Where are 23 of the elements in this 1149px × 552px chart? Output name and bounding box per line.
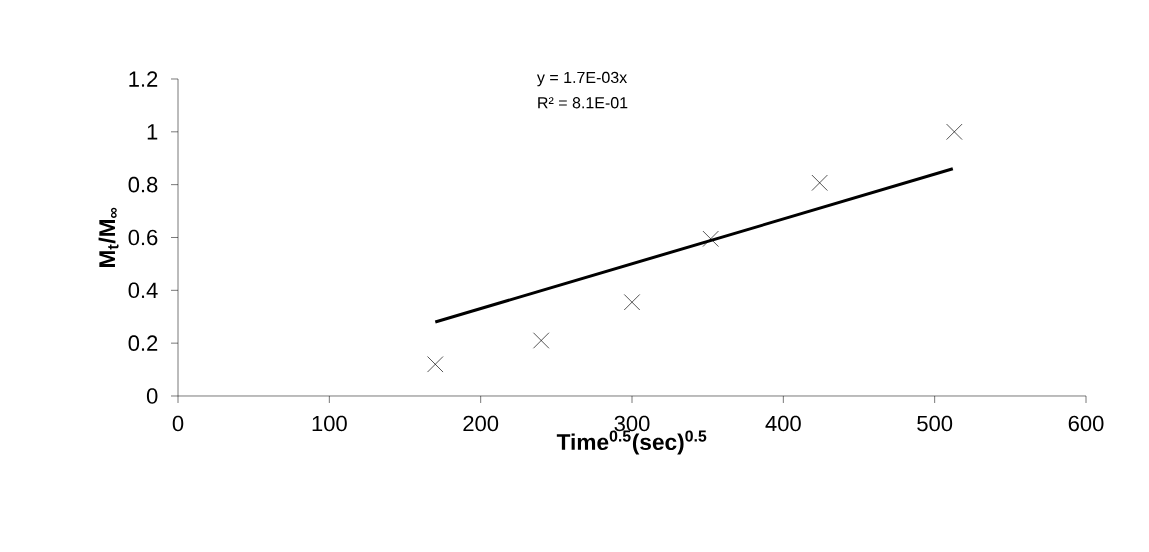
y-tick-label: 0.8 [128, 176, 158, 193]
x-tick-label: 500 [917, 415, 953, 432]
y-tick-label: 1 [147, 124, 158, 140]
x-tick-label: 400 [765, 415, 801, 432]
x-tick-label: 200 [463, 415, 499, 432]
point [427, 356, 444, 373]
y-tick-label: 1.2 [129, 71, 158, 87]
x-tick-label: 600 [1068, 415, 1104, 432]
annotation: y = 1.7E-03x [536, 71, 628, 87]
y-tick-label: 0.4 [128, 282, 158, 299]
point [533, 332, 550, 349]
x-tick-label: 0 [172, 415, 184, 432]
point [811, 174, 828, 191]
y-tick-label: 0.6 [128, 229, 158, 246]
y-tick-label: 0 [146, 388, 158, 404]
x-tick-label: 300 [614, 415, 650, 432]
x-tick-label: 100 [312, 415, 347, 432]
point [623, 294, 641, 311]
y-tick-label: 0.2 [128, 335, 158, 351]
annotation: R² = 8.1E-01 [538, 97, 628, 109]
point [702, 230, 719, 247]
y-axis-title: M$_{t}$/M$_{∞}$ [98, 207, 119, 267]
point [946, 123, 963, 140]
